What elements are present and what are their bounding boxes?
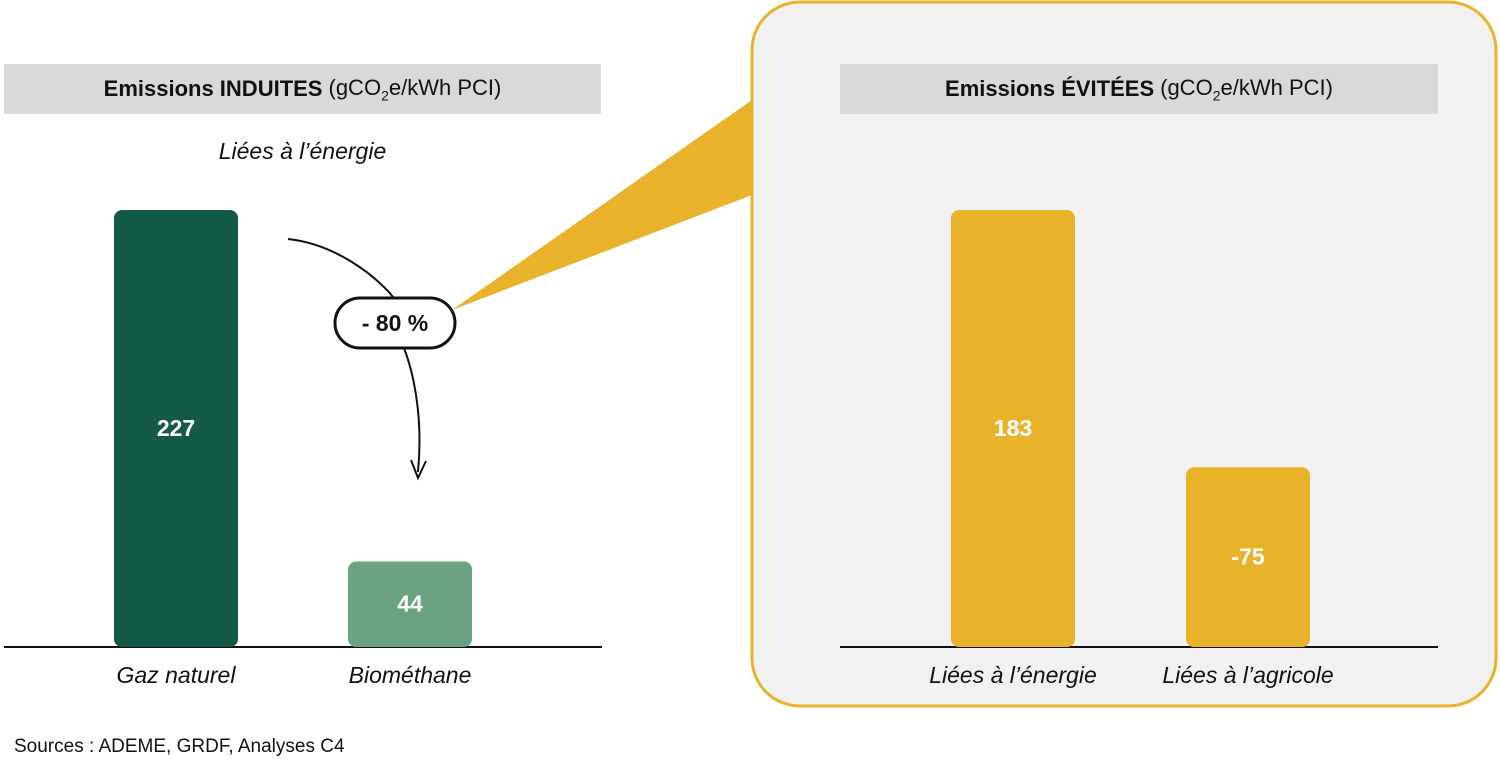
avoided-category-label-2: Liées à l’agricole: [1162, 662, 1333, 688]
induced-subtitle: Liées à l’énergie: [218, 138, 387, 164]
sources-note: Sources : ADEME, GRDF, Analyses C4: [14, 736, 345, 757]
induced-bar-2: [348, 561, 472, 647]
avoided-bar-value-1: 183: [994, 415, 1032, 441]
reduction-arrow-upper: [287, 238, 395, 299]
arrow-head-icon: [410, 459, 427, 481]
reduction-pill: [333, 296, 457, 350]
induced-bar-1: [114, 210, 238, 647]
induced-bar-value-2: 44: [397, 591, 423, 617]
reduction-annotation: - 80 %: [362, 310, 428, 336]
induced-bar-value-1: 227: [157, 415, 195, 441]
avoided-header: Emissions ÉVITÉES (gCO2e/kWh PCI): [840, 64, 1438, 114]
induced-unit: (gCO2e/kWh PCI): [328, 74, 502, 104]
callout-wedge: [452, 100, 752, 310]
induced-header: Emissions INDUITES (gCO2e/kWh PCI): [4, 64, 601, 114]
induced-title: Emissions INDUITES: [103, 76, 323, 101]
avoided-bar-1: [951, 210, 1075, 647]
avoided-unit: (gCO2e/kWh PCI): [1160, 74, 1333, 104]
induced-category-label-2: Biométhane: [349, 662, 472, 688]
induced-category-label-1: Gaz naturel: [117, 662, 237, 688]
avoided-title: Emissions ÉVITÉES: [945, 76, 1155, 101]
avoided-bar-value-2: -75: [1231, 544, 1264, 570]
avoided-category-label-1: Liées à l’énergie: [929, 662, 1097, 688]
reduction-arrow-lower: [403, 347, 421, 473]
avoided-bar-2: [1186, 467, 1310, 647]
